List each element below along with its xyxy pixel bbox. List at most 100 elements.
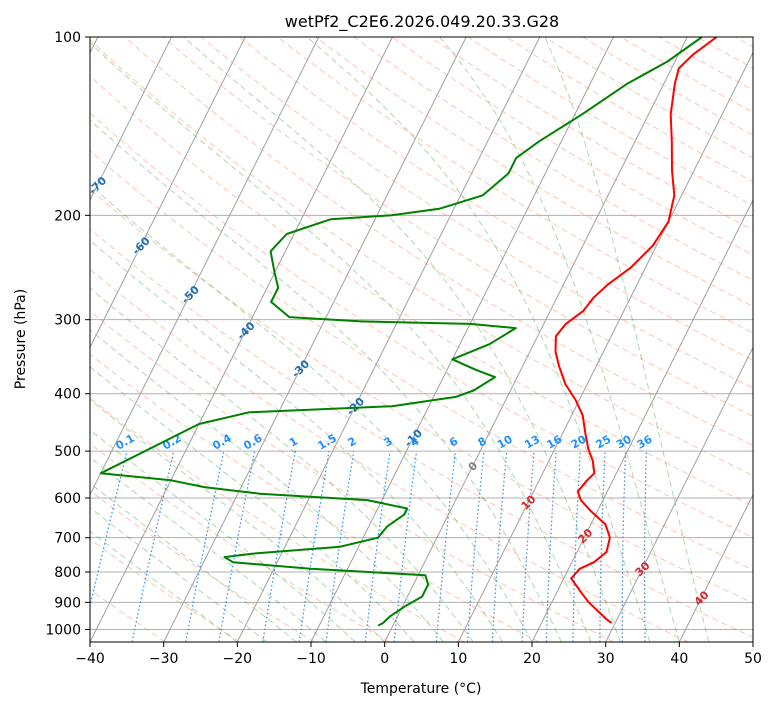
dry-adiabat [90, 75, 753, 507]
mixing-ratio-lines [90, 450, 647, 642]
moist-adiabat [90, 482, 297, 642]
mixing-ratio-line [185, 450, 225, 642]
mixing-ratio-label: 0.1 [114, 432, 137, 453]
moist-adiabat [90, 507, 268, 642]
x-tick-label: 40 [670, 651, 688, 667]
dry-adiabat [90, 149, 753, 571]
isotherm-line [90, 37, 246, 349]
y-tick-label: 100 [54, 30, 81, 46]
skewed-isotherms [90, 37, 753, 642]
isotherm-line [90, 37, 172, 202]
y-tick-label: 800 [54, 565, 81, 581]
chart-title: wetPf2_C2E6.2026.049.20.33.G28 [285, 12, 559, 32]
dry-adiabat [90, 443, 390, 642]
dry-adiabat [90, 228, 753, 638]
x-tick-label: 0 [380, 651, 389, 667]
x-tick-label: −10 [296, 651, 326, 667]
mixing-ratio-label: 13 [522, 433, 542, 452]
isotherm-label: -60 [130, 234, 153, 257]
y-tick-label: 300 [54, 313, 81, 329]
isotherm-label: -30 [289, 357, 312, 380]
dry-adiabat [90, 310, 614, 642]
plot-frame [89, 36, 754, 643]
dry-adiabat [90, 268, 689, 642]
moist-adiabat [306, 37, 651, 642]
isotherm-line [752, 640, 753, 642]
mixing-ratio-label: 1 [287, 435, 300, 450]
dry-adiabat [239, 37, 753, 361]
y-tick-label: 400 [54, 387, 81, 403]
isotherm-label: -90 [0, 89, 5, 112]
x-tick-label: −20 [223, 651, 253, 667]
dry-adiabat [90, 490, 315, 642]
temperature-line [554, 37, 718, 624]
dry-adiabat [124, 37, 753, 447]
dry-adiabat [277, 37, 753, 334]
isotherm-line [678, 493, 753, 642]
dry-adiabat [429, 37, 753, 231]
y-tick-label: 600 [54, 491, 81, 507]
isotherm-label: -40 [234, 319, 257, 342]
mixing-ratio-line [521, 451, 535, 642]
isotherm-label: 20 [575, 526, 595, 546]
isotherm-label: 40 [692, 588, 712, 608]
mixing-ratio-line [466, 451, 485, 642]
mixing-ratio-label: 30 [614, 432, 634, 451]
y-axis-label: Pressure (hPa) [13, 289, 29, 389]
dry-adiabat [162, 37, 753, 417]
dry-adiabat [90, 538, 241, 642]
x-tick-label: 10 [449, 651, 467, 667]
isotherm-label: 30 [633, 559, 653, 579]
moist-adiabat [439, 37, 680, 642]
y-tick-label: 700 [54, 531, 81, 547]
isotherm-label: 0 [466, 459, 481, 474]
isotherm-line [163, 37, 467, 642]
moist-adiabat [544, 37, 710, 642]
dry-adiabat [697, 37, 753, 69]
isotherm-line [90, 37, 320, 496]
dry-adiabat [353, 37, 753, 281]
dry-adiabat [544, 37, 753, 159]
isotherm-line [457, 51, 753, 642]
dry-adiabat [90, 39, 753, 477]
isotherm-line [384, 37, 688, 642]
mixing-ratio-label: 0.4 [210, 431, 234, 452]
moist-adiabat [90, 184, 533, 642]
isotherm-line [531, 198, 753, 642]
mixing-ratio-label: 25 [593, 433, 613, 452]
dry-adiabat [468, 37, 753, 207]
moist-adiabat [90, 287, 474, 642]
dry-adiabat [315, 37, 753, 307]
dry-adiabat [506, 37, 753, 183]
y-tick-label: 500 [54, 444, 81, 460]
y-tick-label: 200 [54, 208, 81, 224]
moist-adiabat [90, 456, 327, 642]
dry-adiabat [90, 188, 753, 604]
mixing-ratio-line [218, 450, 256, 642]
mixing-ratio-line [644, 451, 647, 642]
x-tick-label: 30 [597, 651, 615, 667]
mixing-ratio-label: 36 [635, 432, 655, 451]
mixing-ratio-line [621, 451, 627, 642]
moist-adiabats [90, 37, 710, 642]
y-tick-label: 1000 [45, 622, 81, 638]
mixing-ratio-line [393, 451, 418, 642]
isotherm-line [605, 346, 753, 642]
mixing-ratio-line [364, 451, 391, 642]
dry-adiabat [90, 353, 540, 642]
dry-adiabat [200, 37, 753, 389]
moist-adiabat [90, 239, 503, 642]
mixing-ratio-label: 3 [382, 435, 395, 450]
x-axis-ticks: −40 −30 −20 −10 0 10 20 30 40 50 [75, 642, 762, 667]
moist-adiabat [90, 42, 592, 642]
dry-adiabat [582, 37, 753, 136]
mixing-ratio-line [491, 451, 508, 642]
mixing-ratio-label: 2 [345, 435, 358, 450]
moist-adiabat [183, 37, 621, 642]
isotherm-line [236, 37, 541, 642]
dry-adiabat [735, 37, 753, 48]
mixing-ratio-label: 1.5 [316, 432, 339, 453]
x-tick-label: −40 [75, 651, 105, 667]
plot-area: -100-90-80-70-60-50-40-30-20-10010203040… [0, 37, 753, 642]
dewpoint-line [99, 37, 703, 627]
